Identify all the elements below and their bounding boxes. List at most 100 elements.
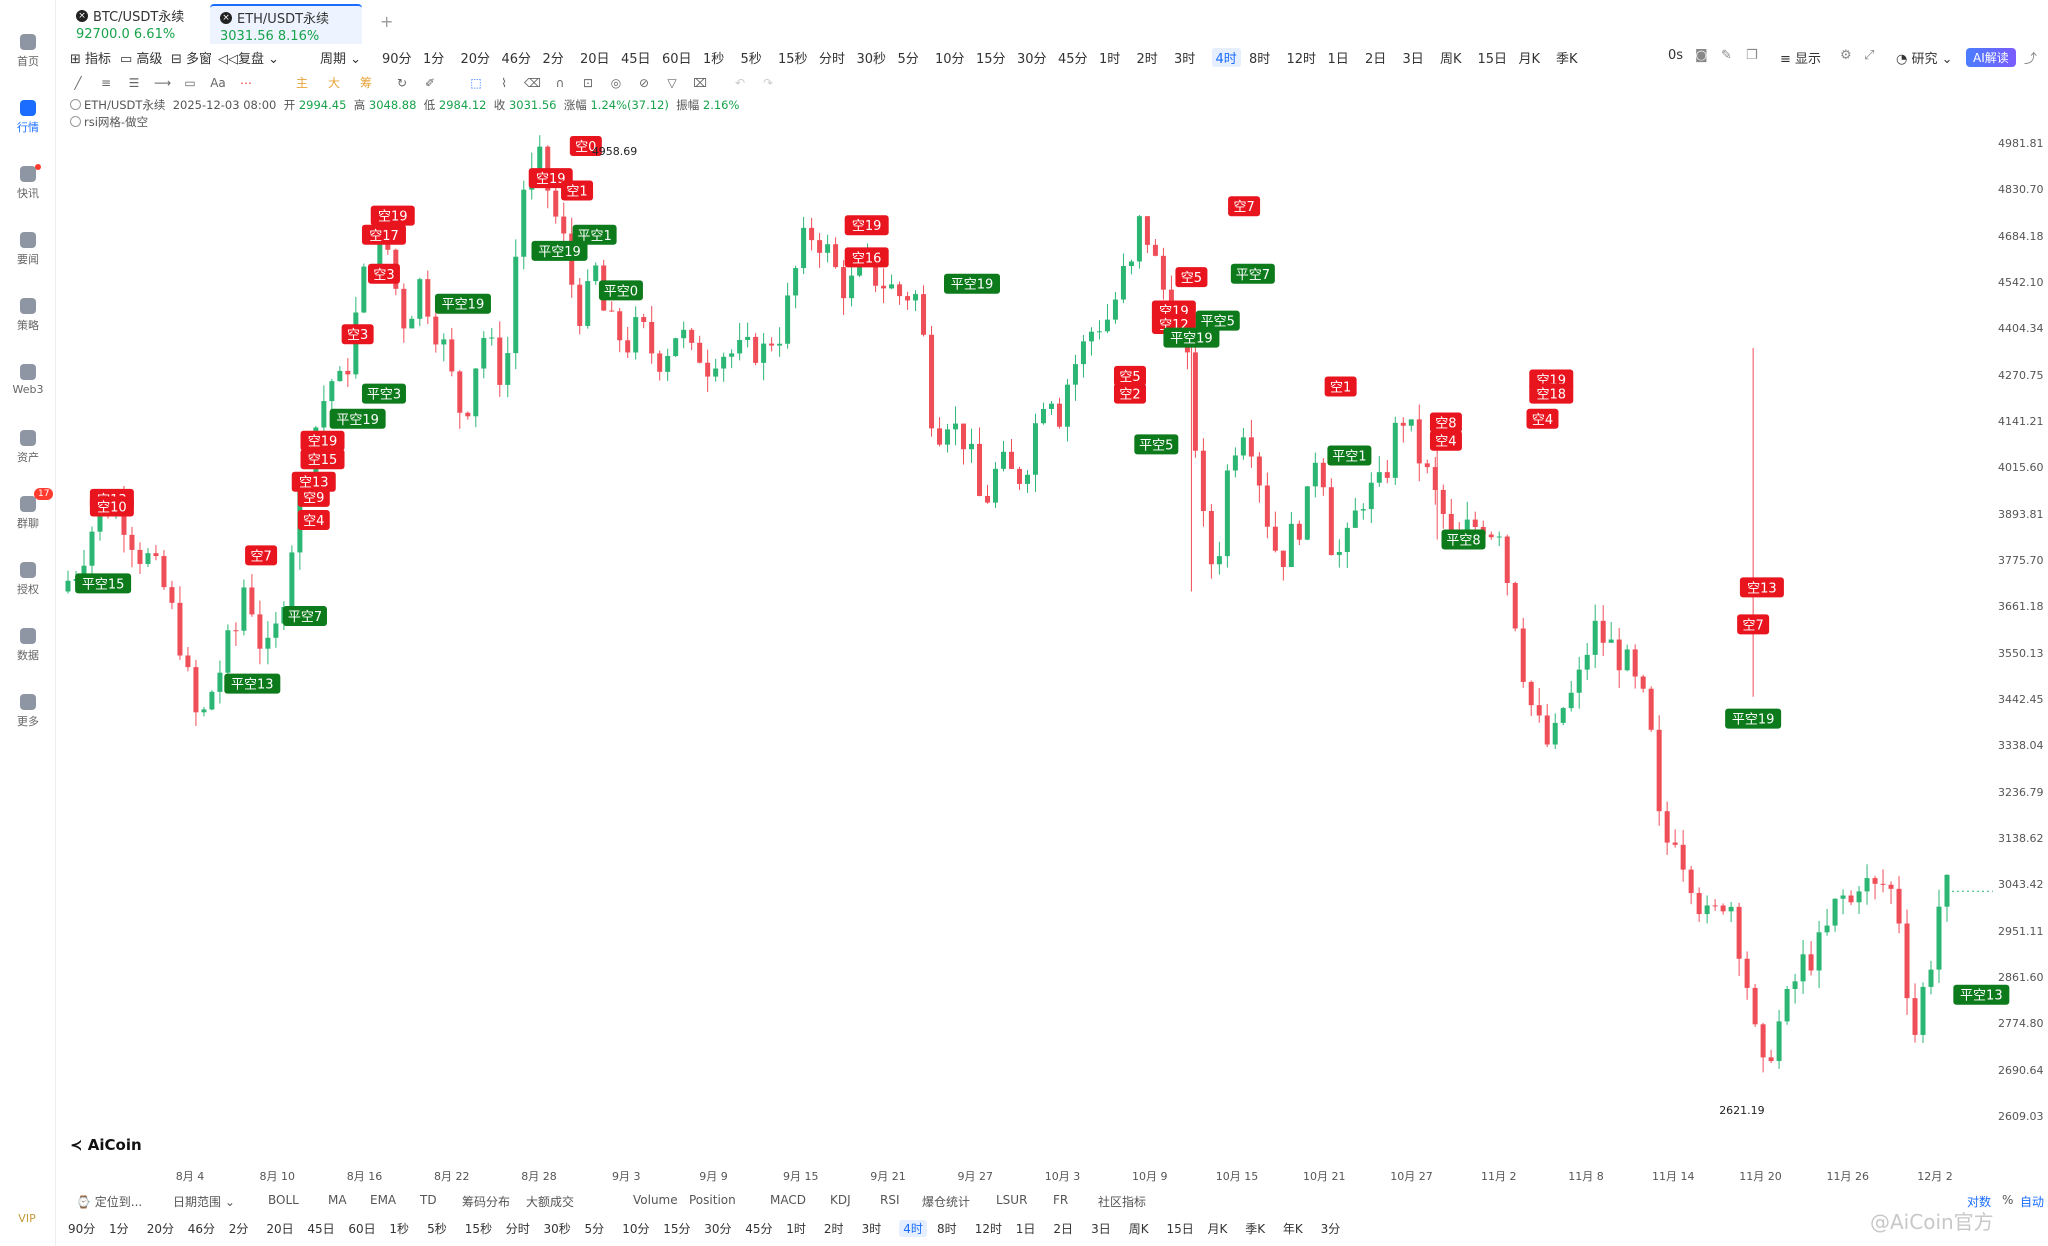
short-signal[interactable]: 空19	[844, 215, 889, 236]
ruler-icon[interactable]: ⌇	[501, 76, 507, 90]
timeframe-button[interactable]: 分时	[819, 52, 846, 67]
parallel-tool-icon[interactable]: ☰	[128, 76, 140, 90]
indicator-toggle[interactable]: MACD	[770, 1193, 806, 1207]
timeframe-button[interactable]: 5秒	[427, 1222, 447, 1236]
timeframe-button[interactable]: 10分	[622, 1222, 650, 1236]
timeframe-button[interactable]: 4时	[1211, 48, 1241, 67]
timeframe-button[interactable]: 季K	[1245, 1222, 1266, 1236]
nav-item-5[interactable]: Web3	[0, 358, 56, 416]
percent-toggle[interactable]: %	[2002, 1193, 2014, 1207]
timeframe-button[interactable]: 5分	[584, 1222, 605, 1236]
timeframe-button[interactable]: 60日	[348, 1222, 376, 1236]
multi-window-button[interactable]: ⊟ 多窗	[171, 52, 213, 67]
timeframe-button[interactable]: 1时	[1099, 52, 1121, 67]
cover-signal[interactable]: 平空8	[1441, 529, 1486, 550]
hline-tool-icon[interactable]: ≡	[100, 76, 112, 90]
indicator-button[interactable]: ⊞ 指标	[70, 52, 112, 67]
short-signal[interactable]: 空15	[300, 449, 345, 470]
timeframe-button[interactable]: 4时	[899, 1220, 927, 1237]
cover-signal[interactable]: 平空5	[1195, 310, 1240, 331]
more-tools-icon[interactable]: ⋯	[240, 76, 252, 90]
filter-icon[interactable]: ▽	[667, 76, 677, 90]
short-signal[interactable]: 空5	[1113, 365, 1146, 386]
fullscreen-icon[interactable]: ⤢	[1864, 48, 1875, 63]
short-signal[interactable]: 空1	[1324, 376, 1357, 397]
timeframe-button[interactable]: 季K	[1556, 52, 1578, 67]
text-tool-icon[interactable]: Aa	[210, 76, 226, 90]
indicator-toggle[interactable]: TD	[420, 1193, 437, 1207]
undo-icon[interactable]: ↶	[734, 76, 746, 90]
main-chart-toggle[interactable]: 主	[295, 76, 308, 90]
timeframe-button[interactable]: 8时	[937, 1222, 957, 1236]
vip-badge[interactable]: VIP	[18, 1212, 36, 1225]
locate-button[interactable]: ⌚ 定位到...	[76, 1195, 143, 1209]
cover-signal[interactable]: 平空7	[282, 606, 327, 627]
timeframe-button[interactable]: 年K	[1282, 1222, 1303, 1236]
timeframe-button[interactable]: 1秒	[703, 52, 725, 67]
timeframe-button[interactable]: 1分	[423, 52, 445, 67]
short-signal[interactable]: 空8	[1429, 412, 1462, 433]
timeframe-button[interactable]: 46分	[187, 1222, 215, 1236]
copy-icon[interactable]: ❐	[1746, 48, 1758, 63]
indicator-toggle[interactable]: MA	[328, 1193, 347, 1207]
cover-signal[interactable]: 平空3	[361, 383, 406, 404]
timeframe-button[interactable]: 周K	[1440, 52, 1462, 67]
close-icon[interactable]: ×	[76, 9, 88, 22]
timeframe-button[interactable]: 15秒	[464, 1222, 493, 1236]
ai-interpret-button[interactable]: AI解读	[1966, 48, 2016, 67]
tab-eth[interactable]: × ETH/USDT永续 3031.56 8.16%	[210, 4, 362, 44]
lock-icon[interactable]: ⊡	[582, 76, 594, 90]
timeframe-button[interactable]: 分时	[505, 1222, 530, 1236]
timeframe-button[interactable]: 1时	[786, 1222, 806, 1236]
timeframe-button[interactable]: 90分	[382, 52, 412, 67]
redo-icon[interactable]: ↷	[762, 76, 774, 90]
short-signal[interactable]: 空13	[291, 471, 336, 492]
short-signal[interactable]: 空19	[300, 430, 345, 451]
eraser-icon[interactable]: ⌫	[524, 76, 541, 90]
nav-item-3[interactable]: 要闻	[0, 226, 56, 284]
timeframe-button[interactable]: 15秒	[778, 52, 808, 67]
camera-icon[interactable]: ◙	[1695, 48, 1708, 63]
advanced-button[interactable]: ▭ 高级	[120, 52, 163, 67]
ray-tool-icon[interactable]: ⟶	[154, 76, 172, 90]
indicator-toggle[interactable]: FR	[1053, 1193, 1069, 1207]
timeframe-button[interactable]: 15日	[1477, 52, 1508, 67]
cover-signal[interactable]: 平空19	[944, 273, 1001, 294]
short-signal[interactable]: 空1	[561, 180, 594, 201]
short-signal[interactable]: 空18	[1529, 383, 1574, 404]
timeframe-button[interactable]: 3时	[861, 1222, 882, 1236]
indicator-toggle[interactable]: LSUR	[996, 1193, 1028, 1207]
nav-item-2[interactable]: 快讯	[0, 160, 56, 218]
nav-item-7[interactable]: 群聊 17	[0, 488, 56, 548]
cover-signal[interactable]: 平空19	[329, 408, 386, 429]
nav-item-9[interactable]: 数据	[0, 622, 56, 680]
timeframe-button[interactable]: 30分	[704, 1222, 732, 1236]
short-signal[interactable]: 空10	[89, 496, 134, 517]
timeframe-button[interactable]: 10分	[935, 52, 965, 67]
short-signal[interactable]: 空4	[1526, 408, 1559, 429]
timeframe-button[interactable]: 月K	[1207, 1222, 1228, 1236]
timeframe-button[interactable]: 15分	[976, 52, 1006, 67]
add-tab-icon[interactable]: +	[380, 12, 394, 31]
link-icon[interactable]: ⊘	[638, 76, 650, 90]
timeframe-button[interactable]: 2日	[1053, 1222, 1074, 1236]
short-signal[interactable]: 空7	[245, 545, 278, 566]
cover-signal[interactable]: 平空7	[1230, 263, 1275, 284]
timeframe-button[interactable]: 1秒	[389, 1222, 410, 1236]
timeframe-button[interactable]: 5秒	[740, 52, 762, 67]
timeframe-button[interactable]: 45日	[621, 52, 651, 67]
short-signal[interactable]: 空7	[1737, 614, 1770, 635]
indicator-toggle[interactable]: RSI	[880, 1193, 900, 1207]
timeframe-button[interactable]: 60日	[662, 52, 692, 67]
timeframe-button[interactable]: 2分	[542, 52, 564, 67]
indicator-toggle[interactable]: 爆仓统计	[922, 1195, 971, 1209]
cover-signal[interactable]: 平空0	[598, 280, 643, 301]
price-chart[interactable]: 空13空10平空15空7平空13平空7空4空9空13空15空19平空19平空3空…	[58, 92, 2048, 1182]
brush-icon[interactable]: ✐	[424, 76, 436, 90]
refresh-icon[interactable]: ↻	[396, 76, 408, 90]
timeframe-button[interactable]: 2分	[228, 1222, 249, 1236]
trash-icon[interactable]: ⌧	[693, 76, 707, 90]
replay-button[interactable]: ◁◁复盘 ⌄	[218, 52, 280, 67]
cover-signal[interactable]: 平空5	[1134, 434, 1179, 455]
visibility-toggle-icon[interactable]	[70, 99, 81, 110]
